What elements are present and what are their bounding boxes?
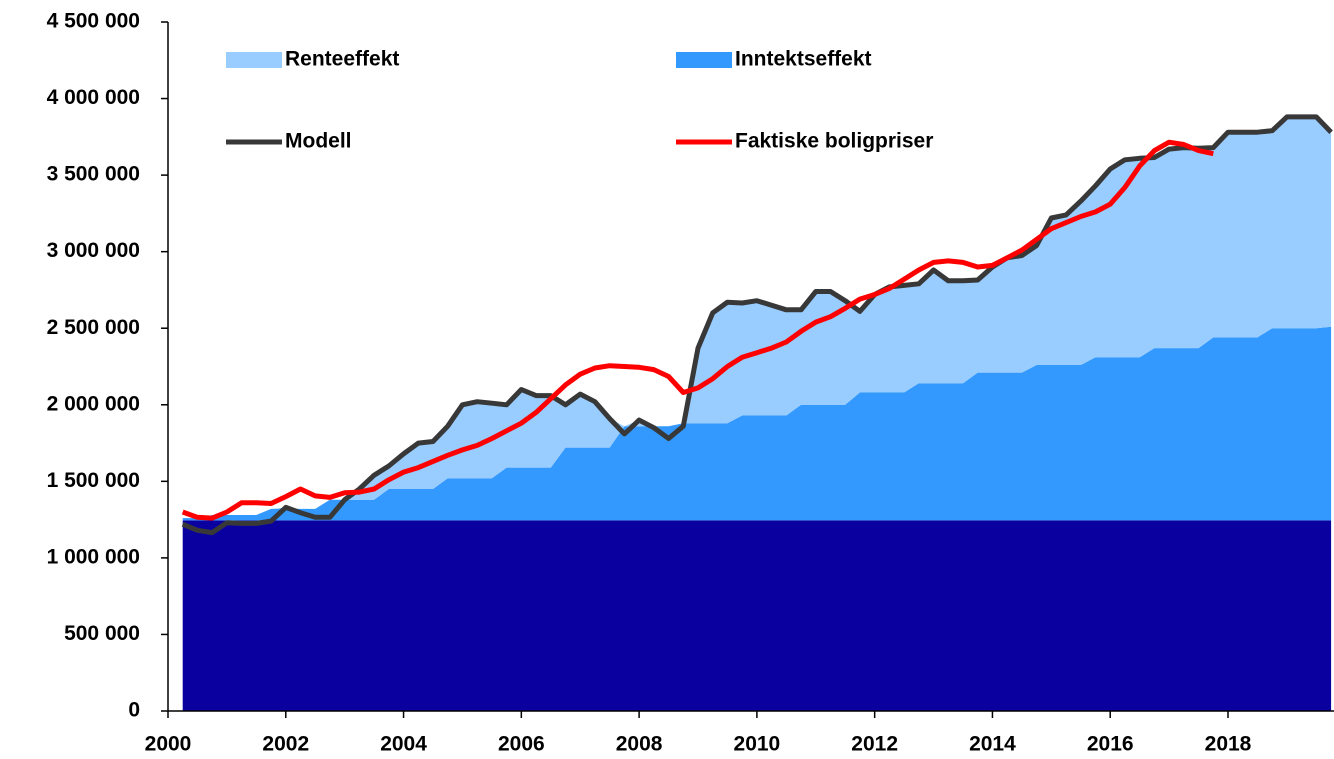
- x-tick-label: 2010: [734, 733, 781, 756]
- line: [181, 114, 1333, 536]
- y-tick-label: 4 500 000: [47, 10, 140, 33]
- x-tick-label: 2004: [380, 733, 427, 756]
- y-tick-label: 2 500 000: [47, 316, 140, 339]
- x-tick-label: 2018: [1205, 733, 1252, 756]
- y-tick-label: 2 000 000: [47, 392, 140, 415]
- y-tick-label: 1 000 000: [47, 545, 140, 568]
- y-tick-label: 4 000 000: [47, 86, 140, 109]
- x-tick-label: 2002: [262, 733, 309, 756]
- legend-item: Renteeffekt: [226, 48, 399, 71]
- area: [182, 520, 1332, 711]
- x-tick-label: 2006: [498, 733, 545, 756]
- legend-label: Renteeffekt: [285, 48, 399, 71]
- y-tick-label: 1 500 000: [47, 469, 140, 492]
- x-tick-label: 2008: [616, 733, 663, 756]
- legend-label: Inntektseffekt: [735, 48, 872, 71]
- legend-swatch: [226, 52, 282, 68]
- x-tick-label: 2014: [969, 733, 1016, 756]
- line: [181, 139, 1214, 521]
- x-tick-label: 2016: [1087, 733, 1134, 756]
- x-tick-label: 2000: [145, 733, 192, 756]
- legend-item: Faktiske boligpriser: [676, 130, 933, 153]
- area: [182, 326, 1332, 521]
- y-tick-label: 500 000: [64, 622, 140, 645]
- x-tick-label: 2012: [851, 733, 898, 756]
- legend-label: Faktiske boligpriser: [735, 130, 933, 153]
- legend-item: Inntektseffekt: [676, 48, 872, 71]
- area: [182, 116, 1332, 519]
- legend-swatch: [676, 52, 732, 68]
- legend-item: Modell: [226, 130, 352, 153]
- y-tick-label: 3 000 000: [47, 239, 140, 262]
- y-tick-label: 3 500 000: [47, 163, 140, 186]
- legend-label: Modell: [285, 130, 352, 153]
- y-tick-label: 0: [128, 699, 140, 722]
